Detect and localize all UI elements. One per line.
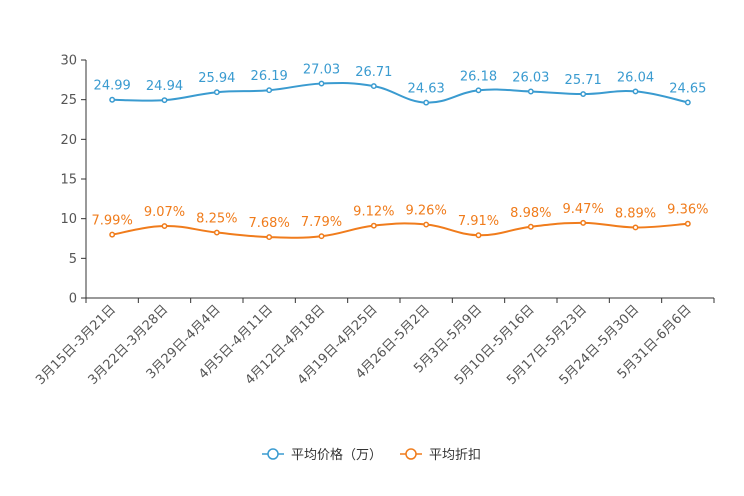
data-label: 26.71 <box>355 65 392 80</box>
data-label: 24.65 <box>669 81 706 96</box>
data-point <box>109 96 116 103</box>
y-tick-label: 0 <box>69 292 77 307</box>
y-tick-label: 10 <box>60 212 77 227</box>
data-point <box>527 88 534 95</box>
data-point <box>370 83 377 90</box>
series-1: 7.99% 9.07% 8.25% 7.68% 7.79% 9.12% 9.26% 7.91%… <box>92 202 708 241</box>
y-tick-label: 25 <box>60 93 77 108</box>
data-point <box>161 97 168 104</box>
data-point <box>161 223 168 229</box>
data-label: 9.12% <box>353 205 394 220</box>
legend-label: 平均价格（万） <box>291 447 382 463</box>
data-label: 26.04 <box>617 70 654 85</box>
data-label: 26.19 <box>251 69 288 84</box>
data-label: 24.99 <box>94 79 131 94</box>
data-point <box>266 234 273 241</box>
data-label: 7.68% <box>249 216 290 231</box>
data-point <box>475 232 482 239</box>
y-tick-label: 30 <box>60 54 77 69</box>
data-label: 9.36% <box>667 203 708 218</box>
axes: 0510152025303月15日-3月21日3月22日-3月28日3月29日-… <box>33 54 715 388</box>
data-label: 24.94 <box>146 79 183 94</box>
data-label: 7.91% <box>458 214 499 229</box>
legend: 平均价格（万） 平均折扣 <box>262 447 481 463</box>
data-point <box>318 80 325 87</box>
data-label: 9.26% <box>406 204 447 219</box>
legend-item-0: 平均价格（万） <box>262 447 382 463</box>
data-label: 26.03 <box>512 70 549 85</box>
data-point <box>318 233 325 240</box>
data-point <box>527 223 534 230</box>
series-line <box>112 81 689 104</box>
y-tick-label: 15 <box>60 173 77 188</box>
data-point <box>632 224 639 231</box>
data-point <box>266 87 273 94</box>
data-point <box>213 89 220 96</box>
data-point <box>213 229 220 236</box>
y-tick-label: 5 <box>69 252 77 267</box>
data-point <box>580 91 587 97</box>
data-label: 25.71 <box>565 73 602 88</box>
data-point <box>109 231 116 238</box>
series-line <box>112 221 688 239</box>
data-point <box>475 87 482 94</box>
data-label: 8.98% <box>510 206 551 221</box>
data-label: 7.79% <box>301 215 342 230</box>
legend-item-1: 平均折扣 <box>400 448 481 463</box>
data-point <box>423 99 430 106</box>
data-label: 27.03 <box>303 63 340 78</box>
series-layer: 24.99 24.94 25.94 26.19 27.03 26.71 24.63 26.18… <box>92 63 708 241</box>
data-label: 25.94 <box>198 71 235 86</box>
data-point <box>632 88 639 95</box>
data-label: 7.99% <box>92 214 133 229</box>
data-label: 8.25% <box>196 212 237 227</box>
data-label: 24.63 <box>408 82 445 97</box>
legend-swatch-marker <box>267 448 279 460</box>
data-point <box>423 221 430 228</box>
legend-label: 平均折扣 <box>429 448 481 463</box>
y-tick-label: 20 <box>60 133 77 148</box>
series-0: 24.99 24.94 25.94 26.19 27.03 26.71 24.63 26.18… <box>94 63 706 106</box>
data-label: 8.89% <box>615 206 656 221</box>
data-point <box>684 99 691 106</box>
data-point <box>684 220 691 227</box>
data-label: 9.07% <box>144 205 185 220</box>
data-label: 9.47% <box>563 202 604 217</box>
legend-swatch-marker <box>405 448 417 460</box>
data-point <box>580 219 587 226</box>
data-label: 26.18 <box>460 69 497 84</box>
data-point <box>370 222 377 229</box>
